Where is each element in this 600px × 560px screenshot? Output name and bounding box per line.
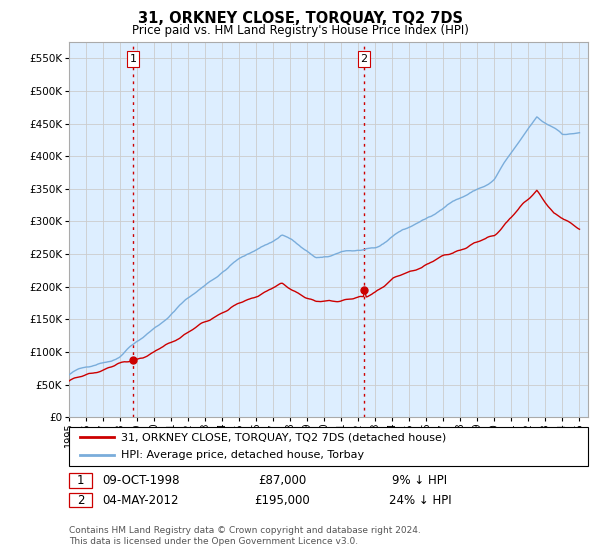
Text: 31, ORKNEY CLOSE, TORQUAY, TQ2 7DS (detached house): 31, ORKNEY CLOSE, TORQUAY, TQ2 7DS (deta…	[121, 432, 446, 442]
Text: 09-OCT-1998: 09-OCT-1998	[102, 474, 179, 487]
Text: 9% ↓ HPI: 9% ↓ HPI	[392, 474, 448, 487]
Text: Price paid vs. HM Land Registry's House Price Index (HPI): Price paid vs. HM Land Registry's House …	[131, 24, 469, 36]
Text: 24% ↓ HPI: 24% ↓ HPI	[389, 493, 451, 507]
Text: 2: 2	[361, 54, 368, 64]
Text: 2: 2	[77, 493, 84, 507]
Text: 04-MAY-2012: 04-MAY-2012	[102, 493, 179, 507]
Text: HPI: Average price, detached house, Torbay: HPI: Average price, detached house, Torb…	[121, 450, 364, 460]
Text: 1: 1	[130, 54, 137, 64]
Text: Contains HM Land Registry data © Crown copyright and database right 2024.
This d: Contains HM Land Registry data © Crown c…	[69, 526, 421, 546]
Text: 31, ORKNEY CLOSE, TORQUAY, TQ2 7DS: 31, ORKNEY CLOSE, TORQUAY, TQ2 7DS	[137, 11, 463, 26]
Text: £87,000: £87,000	[258, 474, 306, 487]
Text: 1: 1	[77, 474, 84, 487]
Text: £195,000: £195,000	[254, 493, 310, 507]
